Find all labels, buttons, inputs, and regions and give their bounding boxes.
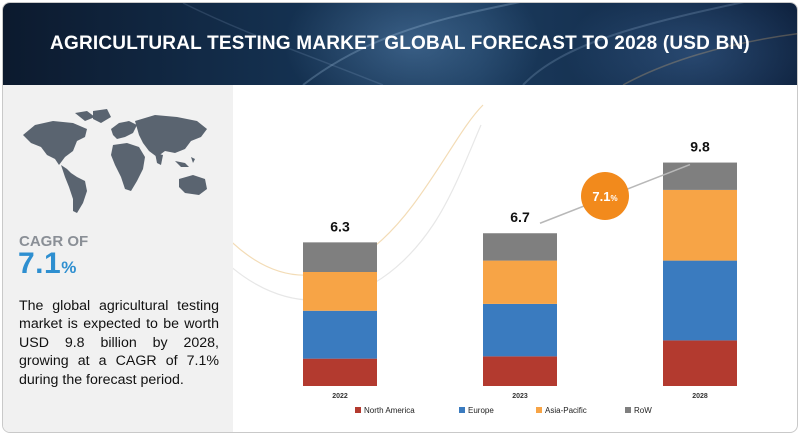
bar-total-label: 6.3 (330, 218, 350, 234)
bar-segment-europe-2022 (303, 310, 377, 359)
bar-total-label: 6.7 (510, 209, 530, 225)
stacked-bar-chart: 6.3 2022 6.7 2023 9.8 2028 7.1% North America E… (233, 104, 737, 415)
bar-segment-row-2028 (663, 162, 737, 190)
bar-segment-asia-pacific-2028 (663, 189, 737, 261)
category-tick-label: 2028 (692, 393, 708, 400)
bar-total-label: 9.8 (690, 139, 710, 155)
page-title: AGRICULTURAL TESTING MARKET GLOBAL FOREC… (50, 33, 750, 54)
legend-swatch (459, 407, 465, 413)
decorative-curve (233, 104, 484, 276)
legend-swatch (625, 407, 631, 413)
bar-segment-north-america-2022 (303, 358, 377, 386)
bar-segment-europe-2023 (483, 303, 557, 357)
bar-segment-asia-pacific-2022 (303, 272, 377, 311)
legend-swatch (355, 407, 361, 413)
bar-segment-asia-pacific-2023 (483, 260, 557, 304)
bar-segment-europe-2028 (663, 260, 737, 341)
header-light-streaks (182, 3, 797, 85)
decorative-curve (233, 124, 482, 301)
legend-swatch (536, 407, 542, 413)
legend-label: RoW (634, 406, 652, 415)
summary-panel: CAGR OF 7.1% The global agricultural tes… (3, 85, 233, 432)
category-tick-label: 2022 (332, 393, 348, 400)
market-description: The global agricultural testing market i… (19, 298, 219, 388)
cagr-value: 7.1% (18, 247, 77, 281)
legend-label: Europe (468, 406, 494, 415)
bar-segment-north-america-2023 (483, 356, 557, 386)
header-banner: AGRICULTURAL TESTING MARKET GLOBAL FOREC… (3, 3, 797, 85)
bar-segment-north-america-2028 (663, 340, 737, 386)
world-map-icon (23, 109, 207, 213)
legend-label: Asia-Pacific (545, 406, 587, 415)
bar-segment-row-2023 (483, 233, 557, 261)
cagr-number: 7.1 (18, 247, 62, 280)
cagr-unit: % (61, 258, 77, 277)
cagr-badge (581, 172, 629, 220)
bar-segment-row-2022 (303, 242, 377, 272)
legend-label: North America (364, 406, 415, 415)
cagr-badge-label: 7.1% (592, 189, 617, 204)
category-tick-label: 2023 (512, 393, 528, 400)
cagr-label: CAGR OF (19, 233, 89, 250)
